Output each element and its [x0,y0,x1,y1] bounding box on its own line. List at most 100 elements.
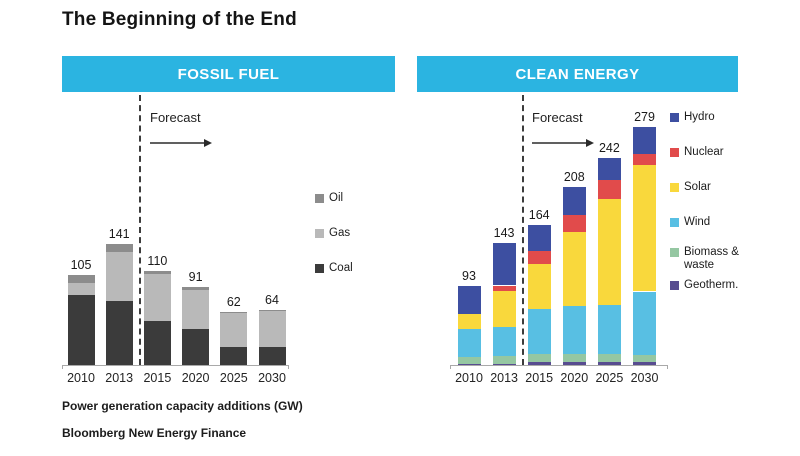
legend-swatch-nuclear [670,148,679,157]
bar-segment-wind [492,327,516,356]
x-axis-label: 2025 [219,371,248,385]
legend-swatch-oil [315,194,324,203]
bar-segment-gas [182,289,210,330]
bar-segment-coal [258,347,286,365]
bar-total-label: 208 [563,170,585,185]
axis-baseline [450,365,668,366]
legend-label: Nuclear [684,146,724,158]
bar-segment-geotherm- [527,362,551,365]
bar-segment-solar [633,164,656,292]
legend-swatch-gas [315,229,324,238]
x-axis-label: 2010 [67,371,95,385]
bar-segment-gas [220,312,248,347]
x-axis-label: 2020 [560,371,589,385]
axis-tick [450,365,451,369]
bar-segment-nuclear [597,180,621,200]
forecast-label: Forecast [532,110,583,125]
bar-total-label: 143 [493,225,515,240]
bar-segment-hydro [597,158,621,181]
legend-swatch-geotherm- [670,281,679,290]
bar-segment-biomass-waste [527,353,551,363]
bar-segment-solar [492,290,516,328]
source-caption: Bloomberg New Energy Finance [62,426,247,440]
legend-label: Coal [329,262,353,274]
bar-total-label: 141 [108,227,130,242]
legend-item: Solar [670,181,711,194]
bar-segment-coal [67,294,95,365]
bar-segment-hydro [492,242,516,286]
bar-segment-nuclear [527,251,551,265]
bar-segment-gas [105,252,133,301]
forecast-arrow [532,136,594,154]
legend-label: Hydro [684,111,715,123]
bar-segment-coal [220,347,248,365]
bar-segment-biomass-waste [562,353,586,363]
page-title: The Beginning of the End [62,9,297,30]
legend-swatch-solar [670,183,679,192]
forecast-label: Forecast [150,110,201,125]
legend-swatch-wind [670,218,679,227]
bar-segment-nuclear [633,153,656,165]
legend-item: Geotherm. [670,279,738,292]
bar-segment-solar [597,199,621,306]
axis-tick [667,365,668,369]
bar-segment-gas [143,274,171,321]
legend-swatch-hydro [670,113,679,122]
legend-swatch-biomass-waste [670,248,679,257]
bar-segment-biomass-waste [597,353,621,363]
bar-segment-geotherm- [562,362,586,365]
bar-total-label: 64 [265,293,279,308]
bar-segment-nuclear [492,285,516,291]
x-axis-label: 2010 [455,371,483,385]
bar-segment-hydro [527,224,551,252]
bar-segment-biomass-waste [492,355,516,365]
legend-item: Wind [670,216,710,229]
bar-segment-geotherm- [492,364,516,365]
chart-header: CLEAN ENERGY [417,56,738,92]
bar-total-label: 105 [70,258,92,273]
bar-segment-solar [562,231,586,306]
forecast-divider [139,95,141,365]
bar-segment-hydro [562,187,586,216]
legend-label: Oil [329,192,344,204]
legend-item: Nuclear [670,146,724,159]
bar-segment-geotherm- [457,364,481,365]
bar-segment-gas [258,311,286,347]
bar-segment-hydro [633,126,656,154]
axis-tick [62,365,63,369]
bar-total-label: 164 [528,207,550,222]
bar-segment-nuclear [562,215,586,232]
x-axis-label: 2025 [595,371,624,385]
legend-item: Oil [315,192,343,205]
legend-label: Solar [684,181,711,193]
x-axis-label: 2030 [258,371,286,385]
x-axis-label: 2015 [143,371,172,385]
bar-total-label: 279 [634,109,655,124]
bar-segment-solar [527,264,551,310]
bar-total-label: 62 [226,295,241,309]
forecast-arrow [150,136,212,154]
bar-segment-geotherm- [597,362,621,365]
legend-swatch-coal [315,264,324,273]
bar-total-label: 93 [462,268,476,283]
bar-segment-hydro [457,285,481,314]
bar-segment-biomass-waste [457,357,481,365]
forecast-divider [522,95,524,365]
legend-label: Geotherm. [684,279,739,291]
bar-segment-oil [220,312,248,313]
x-axis-label: 2030 [630,371,659,385]
bar-segment-wind [597,305,621,354]
bar-segment-geotherm- [633,362,656,365]
legend-label: Wind [684,216,711,228]
legend-label: Biomass & waste [684,246,739,271]
x-axis-label: 2013 [105,371,134,385]
chart-header: FOSSIL FUEL [62,56,395,92]
legend-item: Hydro [670,111,715,124]
bar-segment-coal [105,300,133,365]
bar-segment-wind [633,291,656,355]
bar-segment-coal [143,320,171,365]
legend-item: Coal [315,262,353,275]
bar-total-label: 242 [598,141,620,156]
bar-segment-coal [182,329,210,365]
